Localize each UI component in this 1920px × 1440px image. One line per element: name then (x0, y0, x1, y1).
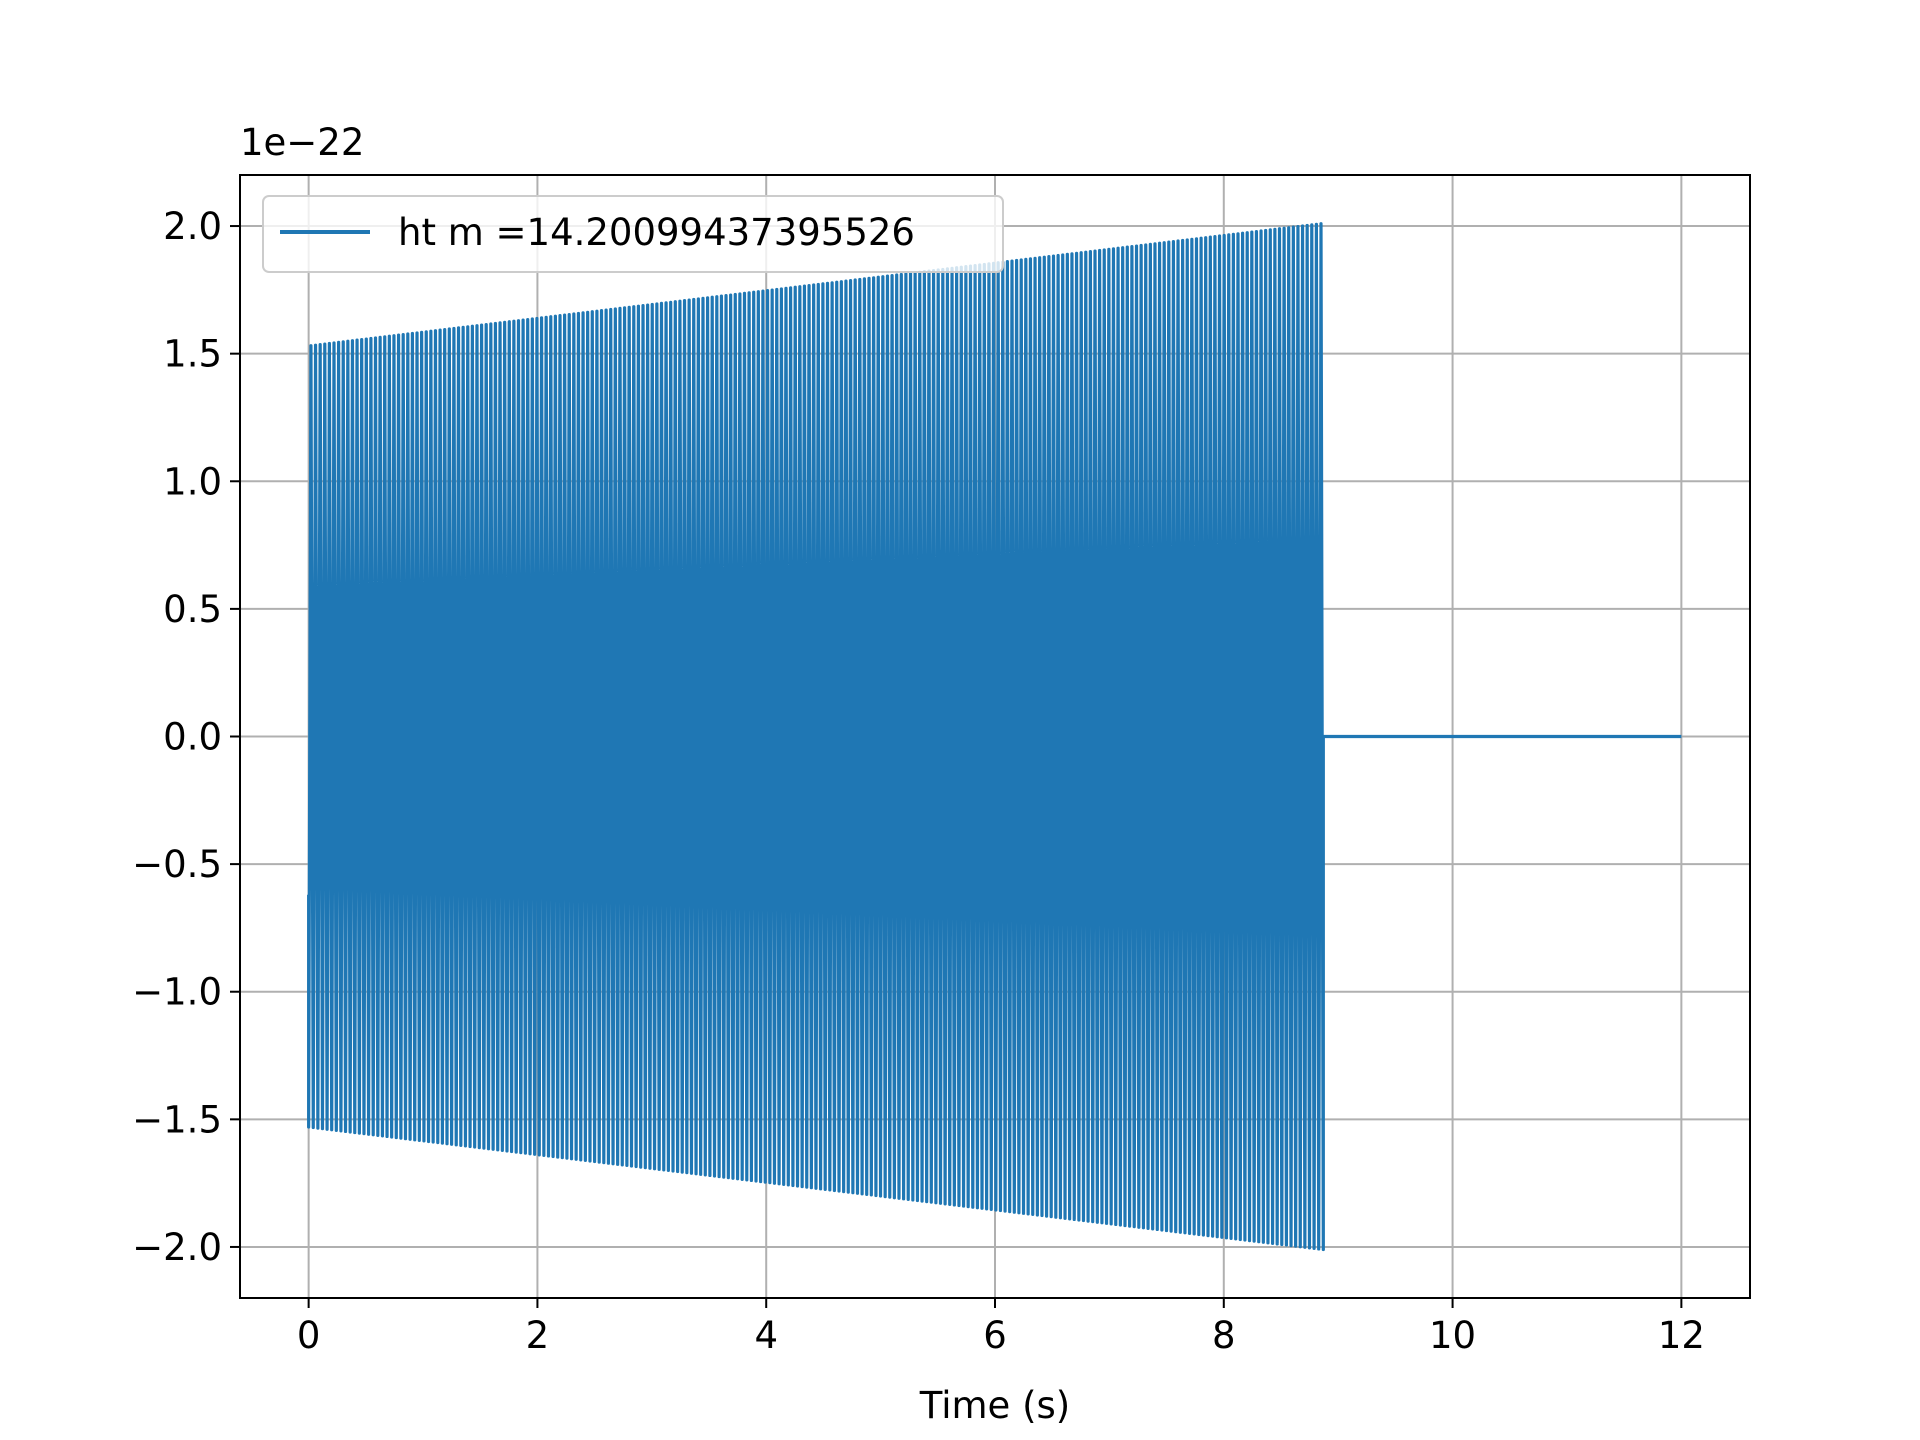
y-tick-label: 1.5 (163, 333, 222, 376)
series-line (307, 222, 1682, 1252)
x-tick-label: 6 (983, 1314, 1007, 1357)
x-tick-label: 10 (1429, 1314, 1476, 1357)
y-offset-text: 1e−22 (240, 121, 364, 164)
y-tick-label: 0.5 (163, 588, 222, 631)
y-tick-label: 0.0 (163, 716, 222, 759)
x-tick-label: 12 (1658, 1314, 1705, 1357)
legend-entry-label: ht m =14.20099437395526 (398, 211, 915, 254)
legend[interactable]: ht m =14.20099437395526 (262, 195, 1004, 273)
y-tick-label: 2.0 (163, 205, 222, 248)
x-tick-label: 4 (754, 1314, 778, 1357)
y-tick-label: −1.0 (132, 971, 222, 1014)
y-tick-label: −1.5 (132, 1098, 222, 1141)
series-layer (307, 222, 1682, 1252)
y-tick-label: −0.5 (132, 843, 222, 886)
x-axis-label: Time (s) (919, 1384, 1070, 1427)
legend-box (262, 195, 1004, 273)
ticks: 0 2 4 6 8 10 12 2.0 1.5 1.0 0.5 0.0 −0.5 −1.0 −1.5 −2.0 (132, 205, 1705, 1357)
x-tick-label: 2 (526, 1314, 550, 1357)
y-tick-label: 1.0 (163, 460, 222, 503)
y-tick-label: −2.0 (132, 1226, 222, 1269)
x-tick-label: 0 (297, 1314, 321, 1357)
x-tick-label: 8 (1212, 1314, 1236, 1357)
